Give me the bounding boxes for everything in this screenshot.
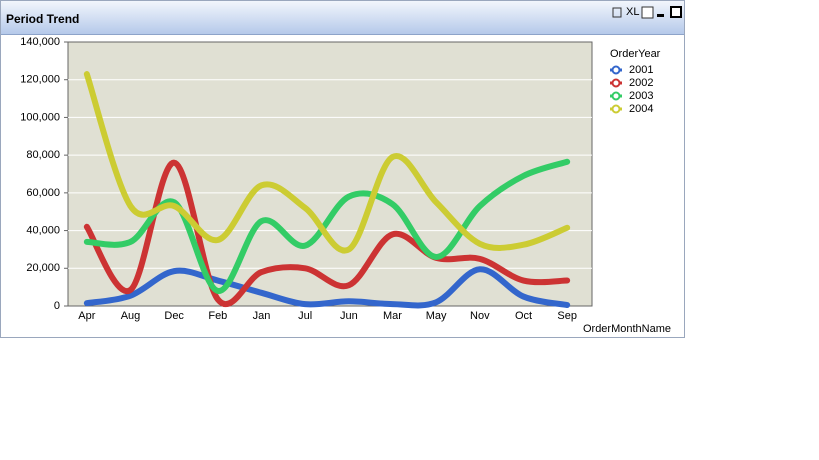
chart-window: Period Trend XL: [0, 0, 685, 338]
legend-label: 2002: [629, 77, 653, 89]
y-tick-label: 140,000: [20, 36, 60, 48]
series-line: [83, 158, 571, 294]
x-axis-title: OrderMonthName: [583, 323, 671, 335]
y-tick-label: 20,000: [26, 262, 60, 274]
x-tick-label: Aug: [121, 310, 141, 322]
x-tick-label: Apr: [78, 310, 95, 322]
title-bar: Period Trend XL: [1, 1, 684, 35]
legend-label: 2001: [629, 64, 653, 76]
y-tick-label: 0: [54, 300, 60, 312]
y-tick-label: 100,000: [20, 111, 60, 123]
x-tick-label: May: [426, 310, 447, 322]
x-tick-label: Sep: [557, 310, 577, 322]
x-tick-label: Jun: [340, 310, 358, 322]
print-icon[interactable]: [612, 7, 622, 18]
y-tick-label: 80,000: [26, 149, 60, 161]
series-line: [83, 159, 571, 307]
legend-marker: [611, 78, 621, 88]
x-tick-label: Jan: [253, 310, 271, 322]
legend-marker: [611, 104, 621, 114]
legend-label: 2004: [629, 103, 653, 115]
x-tick-label: Dec: [164, 310, 184, 322]
plot-area: [67, 41, 593, 307]
x-tick-label: Oct: [515, 310, 532, 322]
series-line: [83, 266, 571, 309]
y-tick-label: 60,000: [26, 187, 60, 199]
minimize-icon[interactable]: [657, 14, 664, 17]
excel-button[interactable]: XL: [626, 6, 640, 18]
legend-marker: [611, 65, 621, 75]
y-tick-label: 120,000: [20, 74, 60, 86]
y-tick-label: 40,000: [26, 224, 60, 236]
x-tick-label: Mar: [383, 310, 402, 322]
x-tick-label: Feb: [208, 310, 227, 322]
x-tick-label: Nov: [470, 310, 490, 322]
restore-icon[interactable]: [641, 6, 654, 19]
legend-label: 2003: [629, 90, 653, 102]
maximize-icon[interactable]: [670, 6, 682, 18]
legend-marker: [611, 91, 621, 101]
legend-title: OrderYear: [610, 48, 661, 60]
series-line: [83, 71, 571, 254]
toolbar-icons: [612, 6, 682, 19]
window-title: Period Trend: [6, 12, 80, 26]
x-tick-label: Jul: [298, 310, 312, 322]
